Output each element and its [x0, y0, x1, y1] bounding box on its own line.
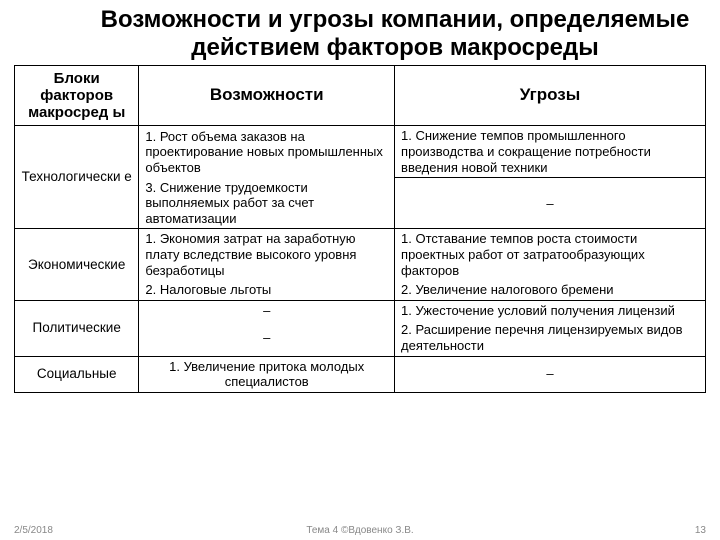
table-row: Технологически е 1. Рост объема заказов …: [15, 126, 706, 178]
econ-thr-1: 1. Отставание темпов роста стоимости про…: [395, 229, 706, 280]
tech-thr-1: 1. Снижение темпов промышленного произво…: [395, 126, 706, 178]
tech-opp-2: 3. Снижение трудоемкости выполняемых раб…: [139, 178, 395, 229]
header-factor: Блоки факторов макросред ы: [15, 65, 139, 126]
table-row: Социальные 1. Увеличение притока молодых…: [15, 356, 706, 392]
factor-econ: Экономические: [15, 229, 139, 300]
polit-opp-1: –: [139, 300, 395, 320]
factor-social: Социальные: [15, 356, 139, 392]
polit-opp-2: –: [139, 320, 395, 356]
tech-thr-2: –: [395, 178, 706, 229]
header-opportunities: Возможности: [139, 65, 395, 126]
footer: 2/5/2018 Тема 4 ©Вдовенко З.В. 13: [14, 525, 706, 536]
econ-thr-2: 2. Увеличение налогового бремени: [395, 280, 706, 300]
factor-polit: Политические: [15, 300, 139, 356]
econ-opp-2: 2. Налоговые льготы: [139, 280, 395, 300]
polit-thr-2: 2. Расширение перечня лицензируемых видо…: [395, 320, 706, 356]
social-opp-1: 1. Увеличение притока молодых специалист…: [139, 356, 395, 392]
econ-opp-1: 1. Экономия затрат на заработную плату в…: [139, 229, 395, 280]
footer-center: Тема 4 ©Вдовенко З.В.: [14, 525, 706, 536]
swot-table: Блоки факторов макросред ы Возможности У…: [14, 65, 706, 393]
social-thr-1: –: [395, 356, 706, 392]
table-header-row: Блоки факторов макросред ы Возможности У…: [15, 65, 706, 126]
slide-title: Возможности и угрозы компании, определяе…: [14, 6, 706, 63]
table-row: Политические – 1. Ужесточение условий по…: [15, 300, 706, 320]
factor-tech: Технологически е: [15, 126, 139, 229]
tech-opp-1: 1. Рост объема заказов на проектирование…: [139, 126, 395, 178]
header-threats: Угрозы: [395, 65, 706, 126]
polit-thr-1: 1. Ужесточение условий получения лицензи…: [395, 300, 706, 320]
table-row: Экономические 1. Экономия затрат на зара…: [15, 229, 706, 280]
